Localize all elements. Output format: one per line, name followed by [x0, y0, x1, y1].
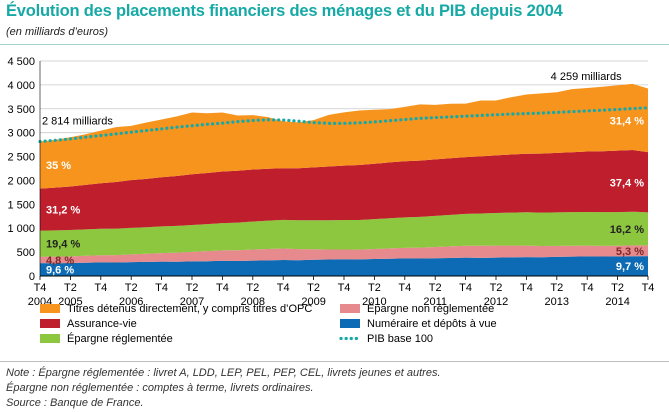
x-tick-label: T2 [246, 282, 259, 294]
chart-title: Évolution des placements financiers des … [6, 2, 563, 20]
x-year-label: 2007 [180, 296, 204, 308]
area-epargne-reglementee [40, 211, 648, 257]
x-tick-label: T2 [611, 282, 624, 294]
x-tick-label: T4 [34, 282, 47, 294]
share-label-start: 19,4 % [46, 239, 80, 251]
chart-subtitle: (en milliards d’euros) [6, 26, 109, 38]
x-tick-label: T4 [155, 282, 168, 294]
share-label-end: 37,4 % [610, 177, 644, 189]
share-label-end: 31,4 % [610, 115, 644, 127]
legend-layer: Titres détenus directement, y compris ti… [40, 302, 497, 345]
share-label-start: 31,2 % [46, 205, 80, 217]
share-label-start: 35 % [46, 160, 71, 172]
legend-swatch [40, 319, 60, 328]
legend-swatch [40, 334, 60, 343]
legend-label: Épargne non réglementée [367, 302, 494, 315]
y-tick-label: 1 500 [7, 199, 35, 211]
area-layer [40, 83, 648, 276]
x-tick-label: T4 [94, 282, 107, 294]
y-tick-label: 500 [17, 247, 35, 259]
x-year-label: 2014 [605, 296, 629, 308]
legend-label: Épargne réglementée [67, 332, 173, 345]
x-tick-label: T2 [307, 282, 320, 294]
y-tick-label: 2 500 [7, 152, 35, 164]
x-tick-label: T2 [64, 282, 77, 294]
x-tick-label: T2 [490, 282, 503, 294]
note-line-3: Source : Banque de France. [6, 397, 144, 409]
x-tick-label: T2 [429, 282, 442, 294]
x-tick-label: T2 [186, 282, 199, 294]
area-numeraire-et-depots-a-vue [40, 256, 648, 276]
y-tick-label: 3 000 [7, 128, 35, 140]
axis-layer: 0 500 1 000 1 500 2 000 2 500 3 000 3 500 4 000 4… [7, 56, 654, 308]
gdp-line [38, 106, 650, 144]
legend-swatch [340, 319, 360, 328]
x-tick-label: T2 [125, 282, 138, 294]
gdp-line-layer [38, 106, 650, 144]
legend-label: Assurance-vie [67, 318, 137, 330]
x-year-label: 2013 [545, 296, 569, 308]
y-tick-label: 2 000 [7, 175, 35, 187]
x-tick-label: T4 [520, 282, 533, 294]
legend-swatch [340, 304, 360, 313]
share-label-start: 9,6 % [46, 265, 74, 277]
annotation-total-start: 2 814 milliards [42, 116, 113, 128]
x-tick-label: T4 [581, 282, 594, 294]
area-titres-detenus-directement-y-compris-titres-d-opc [40, 83, 648, 189]
x-tick-label: T4 [398, 282, 411, 294]
x-tick-label: T4 [277, 282, 290, 294]
x-tick-label: T2 [550, 282, 563, 294]
x-tick-label: T4 [216, 282, 229, 294]
x-year-label: 2009 [301, 296, 325, 308]
x-year-label: 2012 [484, 296, 508, 308]
area-epargne-non-reglementee [40, 245, 648, 264]
note-line-1: Note : Épargne réglementée : livret A, L… [6, 367, 441, 379]
note-line-2: Épargne non réglementée : comptes à term… [6, 382, 314, 394]
x-tick-label: T4 [338, 282, 351, 294]
x-year-label: 2006 [119, 296, 143, 308]
annotation-total-end: 4 259 milliards [551, 71, 622, 83]
share-label-start: 4,8 % [46, 255, 74, 267]
legend-label: PIB base 100 [367, 333, 433, 345]
share-label-end: 5,3 % [616, 246, 644, 258]
legend-label: Titres détenus directement, y compris ti… [67, 303, 312, 315]
y-tick-label: 4 000 [7, 80, 35, 92]
share-label-end: 9,7 % [616, 261, 644, 273]
x-year-label: 2010 [362, 296, 386, 308]
x-year-label: 2005 [58, 296, 82, 308]
x-year-label: 2011 [423, 296, 447, 308]
legend-swatch [40, 304, 60, 313]
x-tick-label: T2 [368, 282, 381, 294]
y-tick-label: 0 [29, 271, 35, 283]
y-tick-label: 4 500 [7, 56, 35, 68]
y-tick-label: 3 500 [7, 104, 35, 116]
share-label-end: 16,2 % [610, 224, 644, 236]
area-assurance-vie [40, 150, 648, 231]
x-year-label: 2008 [241, 296, 265, 308]
stacked-area-chart: 0 500 1 000 1 500 2 000 2 500 3 000 3 500 4 000 4… [7, 56, 654, 345]
x-tick-label: T4 [459, 282, 472, 294]
notes-divider [0, 361, 669, 362]
title-divider [0, 44, 669, 45]
x-tick-label: T4 [642, 282, 655, 294]
legend-label: Numéraire et dépôts à vue [367, 318, 497, 330]
share-label-layer: 9,6 %4,8 % 19,4 % 31,2 % 35 % 9,7 % 5,3 % 16,2… [42, 71, 644, 276]
y-tick-label: 1 000 [7, 223, 35, 235]
